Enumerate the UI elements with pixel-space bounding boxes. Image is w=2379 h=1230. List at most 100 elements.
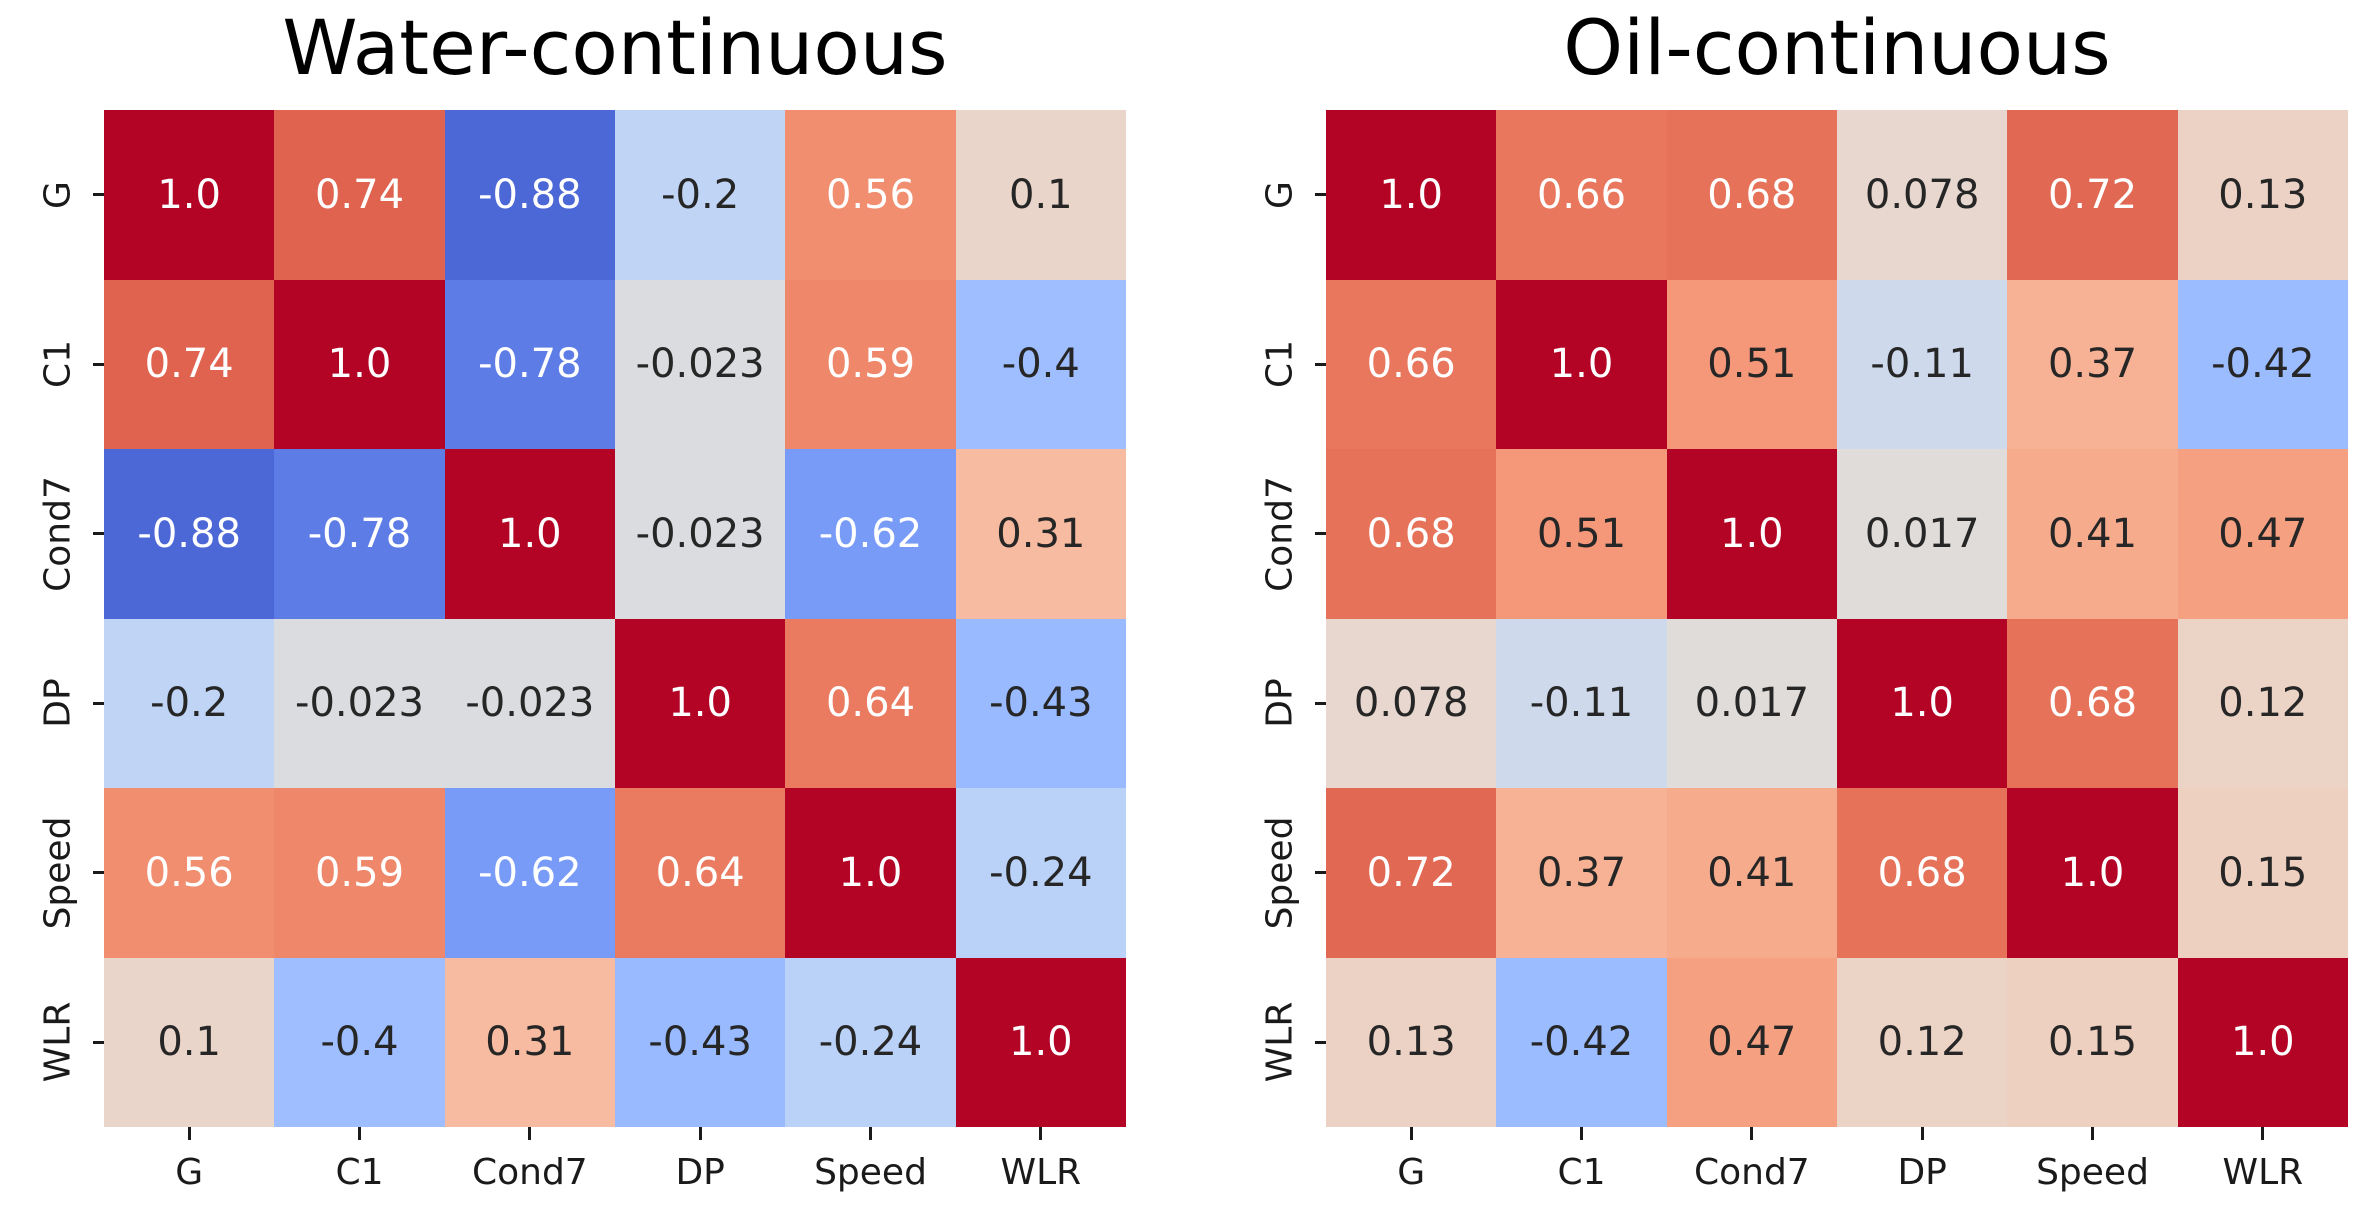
y-tick-mark xyxy=(93,532,104,536)
x-tick-mark xyxy=(1039,1127,1043,1140)
x-tick-label-DP-1: DP xyxy=(1897,1152,1947,1193)
cell-Speed-Speed: 1.0 xyxy=(2007,788,2178,958)
cell-Speed-DP: 0.64 xyxy=(614,788,786,958)
cell-G-C1: 0.66 xyxy=(1496,110,1667,280)
x-tick-mark xyxy=(1750,1127,1754,1140)
y-tick-mark xyxy=(93,701,104,705)
y-tick-mark xyxy=(93,193,104,197)
cell-Speed-DP: 0.68 xyxy=(1836,788,2008,958)
cell-G-C1: 0.74 xyxy=(274,110,445,280)
cell-G-WLR: 0.1 xyxy=(955,110,1126,280)
cell-Speed-G: 0.56 xyxy=(104,788,275,958)
x-tick-label-Cond7-1: Cond7 xyxy=(1693,1152,1810,1193)
cell-DP-G: 0.078 xyxy=(1326,618,1497,788)
y-tick-mark xyxy=(1315,701,1326,705)
cell-Cond7-Cond7: 1.0 xyxy=(444,449,615,619)
y-tick-mark xyxy=(93,871,104,875)
plot-title-oil-continuous: Oil-continuous xyxy=(1563,3,2111,92)
cell-Speed-Cond7: 0.41 xyxy=(1666,788,1837,958)
y-tick-label-DP-0: DP xyxy=(37,678,79,728)
cell-G-G: 1.0 xyxy=(1326,110,1497,280)
x-tick-mark xyxy=(698,1127,702,1140)
cell-Cond7-WLR: 0.31 xyxy=(955,449,1126,619)
x-tick-mark xyxy=(1409,1127,1413,1140)
cell-C1-Speed: 0.37 xyxy=(2007,279,2178,449)
x-tick-mark xyxy=(358,1127,361,1140)
x-tick-mark xyxy=(869,1127,872,1140)
y-tick-mark xyxy=(93,362,104,366)
cell-Cond7-G: -0.88 xyxy=(104,449,275,619)
cell-Cond7-Speed: -0.62 xyxy=(785,449,956,619)
y-tick-mark xyxy=(93,1040,104,1044)
cell-C1-Cond7: 0.51 xyxy=(1666,279,1837,449)
cell-Cond7-WLR: 0.47 xyxy=(2177,449,2348,619)
cell-WLR-Speed: 0.15 xyxy=(2007,957,2178,1127)
cell-C1-C1: 1.0 xyxy=(1496,279,1667,449)
cell-WLR-C1: -0.4 xyxy=(274,957,445,1127)
x-tick-mark xyxy=(2091,1127,2094,1140)
cell-DP-Cond7: -0.023 xyxy=(444,618,615,788)
x-tick-label-C1-1: C1 xyxy=(1557,1152,1606,1193)
x-tick-label-Cond7-0: Cond7 xyxy=(471,1152,588,1193)
cell-WLR-DP: -0.43 xyxy=(614,957,786,1127)
cell-C1-DP: -0.11 xyxy=(1836,279,2008,449)
cell-DP-C1: -0.023 xyxy=(274,618,445,788)
y-tick-label-WLR-1: WLR xyxy=(1259,1001,1301,1083)
cell-C1-Speed: 0.59 xyxy=(785,279,956,449)
cell-Cond7-G: 0.68 xyxy=(1326,449,1497,619)
cell-DP-Speed: 0.68 xyxy=(2007,618,2178,788)
cell-DP-G: -0.2 xyxy=(104,618,275,788)
cell-DP-C1: -0.11 xyxy=(1496,618,1667,788)
cell-WLR-G: 0.1 xyxy=(104,957,275,1127)
y-tick-label-G-1: G xyxy=(1259,180,1301,209)
cell-C1-G: 0.74 xyxy=(104,279,275,449)
y-tick-label-Cond7-1: Cond7 xyxy=(1259,475,1301,592)
cell-Cond7-DP: -0.023 xyxy=(614,449,786,619)
x-tick-label-Speed-1: Speed xyxy=(2036,1152,2149,1193)
y-tick-mark xyxy=(1315,362,1326,366)
y-tick-label-WLR-0: WLR xyxy=(37,1001,79,1083)
cell-G-DP: -0.2 xyxy=(614,110,786,280)
cell-G-G: 1.0 xyxy=(104,110,275,280)
cell-G-Cond7: 0.68 xyxy=(1666,110,1837,280)
x-tick-label-G-1: G xyxy=(1397,1152,1426,1193)
heatmap-water-continuous: 1.0 0.74 -0.88 -0.2 0.56 0.1 0.74 1.0 -0.78 -0.02… xyxy=(104,110,1126,1127)
cell-WLR-Cond7: 0.31 xyxy=(444,957,615,1127)
x-tick-label-C1-0: C1 xyxy=(335,1152,384,1193)
x-tick-label-WLR-0: WLR xyxy=(1000,1152,1082,1193)
x-tick-mark xyxy=(2261,1127,2265,1140)
x-tick-label-G-0: G xyxy=(175,1152,204,1193)
cell-Cond7-C1: -0.78 xyxy=(274,449,445,619)
cell-G-WLR: 0.13 xyxy=(2177,110,2348,280)
cell-C1-C1: 1.0 xyxy=(274,279,445,449)
cell-C1-DP: -0.023 xyxy=(614,279,786,449)
x-tick-label-Speed-0: Speed xyxy=(814,1152,927,1193)
x-tick-label-WLR-1: WLR xyxy=(2222,1152,2304,1193)
cell-Cond7-C1: 0.51 xyxy=(1496,449,1667,619)
cell-C1-WLR: -0.4 xyxy=(955,279,1126,449)
cell-WLR-Cond7: 0.47 xyxy=(1666,957,1837,1127)
cell-C1-WLR: -0.42 xyxy=(2177,279,2348,449)
y-tick-mark xyxy=(1315,1040,1326,1044)
cell-DP-Speed: 0.64 xyxy=(785,618,956,788)
cell-Speed-WLR: -0.24 xyxy=(955,788,1126,958)
heatmap-oil-continuous: 1.0 0.66 0.68 0.078 0.72 0.13 0.66 1.0 0.51 -0.11… xyxy=(1326,110,2348,1127)
cell-DP-WLR: -0.43 xyxy=(955,618,1126,788)
x-tick-mark xyxy=(528,1127,532,1140)
cell-G-Speed: 0.72 xyxy=(2007,110,2178,280)
y-tick-label-G-0: G xyxy=(37,180,79,209)
cell-DP-WLR: 0.12 xyxy=(2177,618,2348,788)
x-tick-mark xyxy=(1920,1127,1924,1140)
cell-Speed-WLR: 0.15 xyxy=(2177,788,2348,958)
cell-DP-DP: 1.0 xyxy=(614,618,786,788)
y-tick-label-C1-1: C1 xyxy=(1259,340,1301,389)
cell-G-Speed: 0.56 xyxy=(785,110,956,280)
y-tick-mark xyxy=(1315,871,1326,875)
x-tick-label-DP-0: DP xyxy=(675,1152,725,1193)
plot-title-water-continuous: Water-continuous xyxy=(282,3,948,92)
cell-WLR-C1: -0.42 xyxy=(1496,957,1667,1127)
cell-Cond7-DP: 0.017 xyxy=(1836,449,2008,619)
y-tick-label-DP-1: DP xyxy=(1259,678,1301,728)
y-tick-mark xyxy=(1315,193,1326,197)
